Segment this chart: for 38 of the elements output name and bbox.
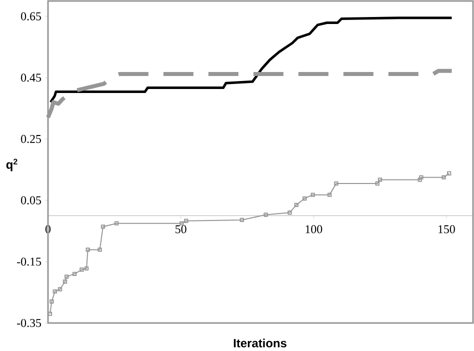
y-tick-label: -0.15 xyxy=(17,258,42,266)
y-tick-label: 0.65 xyxy=(21,12,42,20)
point xyxy=(418,178,422,182)
point xyxy=(302,196,307,201)
point xyxy=(334,181,338,186)
point xyxy=(58,287,62,292)
y-axis-title: q$^{2}$ xyxy=(6,158,18,172)
point xyxy=(50,299,54,304)
point xyxy=(442,175,446,180)
point xyxy=(264,212,268,217)
point xyxy=(86,248,90,252)
point xyxy=(378,178,382,182)
x-tick-label: 150 xyxy=(438,225,455,234)
point xyxy=(240,218,244,222)
point xyxy=(114,221,119,226)
point xyxy=(100,224,106,229)
y-tick-label: 0.05 xyxy=(21,196,42,204)
x-tick-label: 50 xyxy=(176,225,186,234)
y-tick-label: 0.45 xyxy=(21,74,42,82)
point xyxy=(294,202,298,208)
y-tick-label: -0.35 xyxy=(17,318,42,328)
point xyxy=(84,266,89,271)
point xyxy=(64,274,69,279)
point xyxy=(419,175,424,180)
x-axis-title: Iterations xyxy=(234,338,286,348)
point xyxy=(310,192,315,197)
point xyxy=(62,280,68,284)
y-tick-label: 0.25 xyxy=(21,134,42,144)
point xyxy=(52,289,58,294)
point xyxy=(80,268,84,272)
point xyxy=(184,218,188,223)
point xyxy=(327,192,332,197)
point xyxy=(72,272,77,276)
point xyxy=(288,210,292,215)
x-tick-label: 100 xyxy=(306,225,322,234)
point xyxy=(375,181,380,186)
point xyxy=(98,248,102,252)
line-series xyxy=(49,16,454,104)
